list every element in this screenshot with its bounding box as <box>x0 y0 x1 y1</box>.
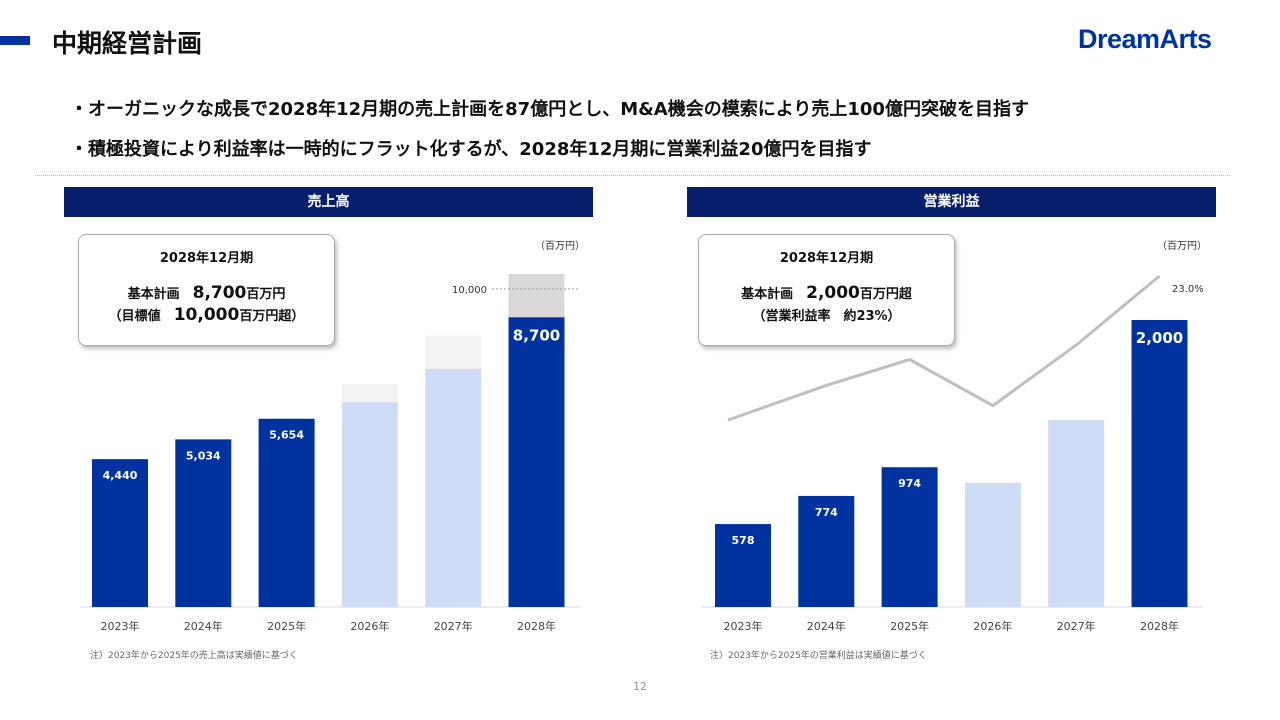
bar <box>715 524 771 607</box>
bar <box>508 317 565 607</box>
profit-footnote: 注）2023年から2025年の営業利益は実績値に基づく <box>710 651 927 661</box>
revenue-footnote: 注）2023年から2025年の売上高は実績値に基づく <box>90 651 298 661</box>
title-accent-bar <box>0 36 30 45</box>
callout-label-2: （目標値 <box>108 309 161 324</box>
callout-value: 2,000 <box>806 283 860 303</box>
profit-unit: （百万円） <box>1157 241 1207 252</box>
bar <box>175 439 232 607</box>
dreamarts-logo: DreamArts <box>1078 24 1212 54</box>
callout-period: 2028年12月期 <box>159 251 254 266</box>
bar <box>1131 320 1188 607</box>
x-tick-label: 2023年 <box>101 619 140 633</box>
callout-label: 基本計画 <box>127 287 180 302</box>
x-tick-label: 2026年 <box>350 619 389 633</box>
revenue-unit: （百万円） <box>535 241 585 252</box>
revenue-callout: 2028年12月期 基本計画 8,700百万円 （目標値 10,000百万円超） <box>78 234 335 346</box>
callout-period: 2028年12月期 <box>779 251 874 266</box>
callout-margin: （営業利益率 約23%） <box>752 309 901 324</box>
x-tick-label: 2024年 <box>807 619 846 633</box>
callout-unit-2: 百万円超） <box>239 309 305 324</box>
revenue-header: 売上高 <box>64 187 593 217</box>
x-tick-label: 2025年 <box>267 619 306 633</box>
callout-label: 基本計画 <box>741 287 794 302</box>
page-title: 中期経営計画 <box>52 29 203 58</box>
bar <box>341 402 398 607</box>
margin-label: 23.0% <box>1172 284 1204 295</box>
callout-unit: 百万円超 <box>859 287 912 302</box>
x-tick-label: 2027年 <box>434 619 473 633</box>
x-tick-label: 2024年 <box>184 619 223 633</box>
x-tick-label: 2023年 <box>724 619 763 633</box>
x-tick-label: 2025年 <box>890 619 929 633</box>
bar <box>92 459 148 607</box>
bar-upside <box>341 383 398 403</box>
data-label: 2,000 <box>1136 329 1183 347</box>
bar-upside <box>425 335 482 369</box>
data-label: 974 <box>898 477 921 490</box>
x-tick-label: 2028年 <box>1140 619 1179 633</box>
data-label: 774 <box>815 506 838 519</box>
bar-upside <box>508 274 565 318</box>
bullet-1: ・オーガニックな成長で2028年12月期の売上計画を87億円とし、M&A機会の模… <box>70 99 1029 120</box>
reference-label: 10,000 <box>452 285 487 296</box>
data-label: 8,700 <box>513 326 560 344</box>
profit-callout: 2028年12月期 基本計画 2,000百万円超 （営業利益率 約23%） <box>698 234 955 346</box>
bar <box>425 368 482 607</box>
bullet-2: ・積極投資により利益率は一時的にフラット化するが、2028年12月期に営業利益2… <box>70 139 872 160</box>
bar <box>881 467 938 607</box>
callout-value: 8,700 <box>192 283 247 303</box>
page-number: 12 <box>633 680 647 693</box>
bar <box>798 495 855 607</box>
callout-unit: 百万円 <box>246 287 286 302</box>
x-tick-label: 2028年 <box>517 619 556 633</box>
profit-header: 営業利益 <box>687 187 1216 217</box>
bar <box>964 483 1021 607</box>
callout-value-2: 10,000 <box>173 305 240 325</box>
bar <box>1048 420 1105 607</box>
data-label: 5,654 <box>269 429 304 442</box>
data-label: 4,440 <box>103 469 138 482</box>
x-tick-label: 2027年 <box>1057 619 1096 633</box>
data-label: 578 <box>732 534 755 547</box>
data-label: 5,034 <box>186 449 221 462</box>
x-tick-label: 2026年 <box>973 619 1012 633</box>
divider <box>35 175 1230 176</box>
bar <box>258 418 315 607</box>
